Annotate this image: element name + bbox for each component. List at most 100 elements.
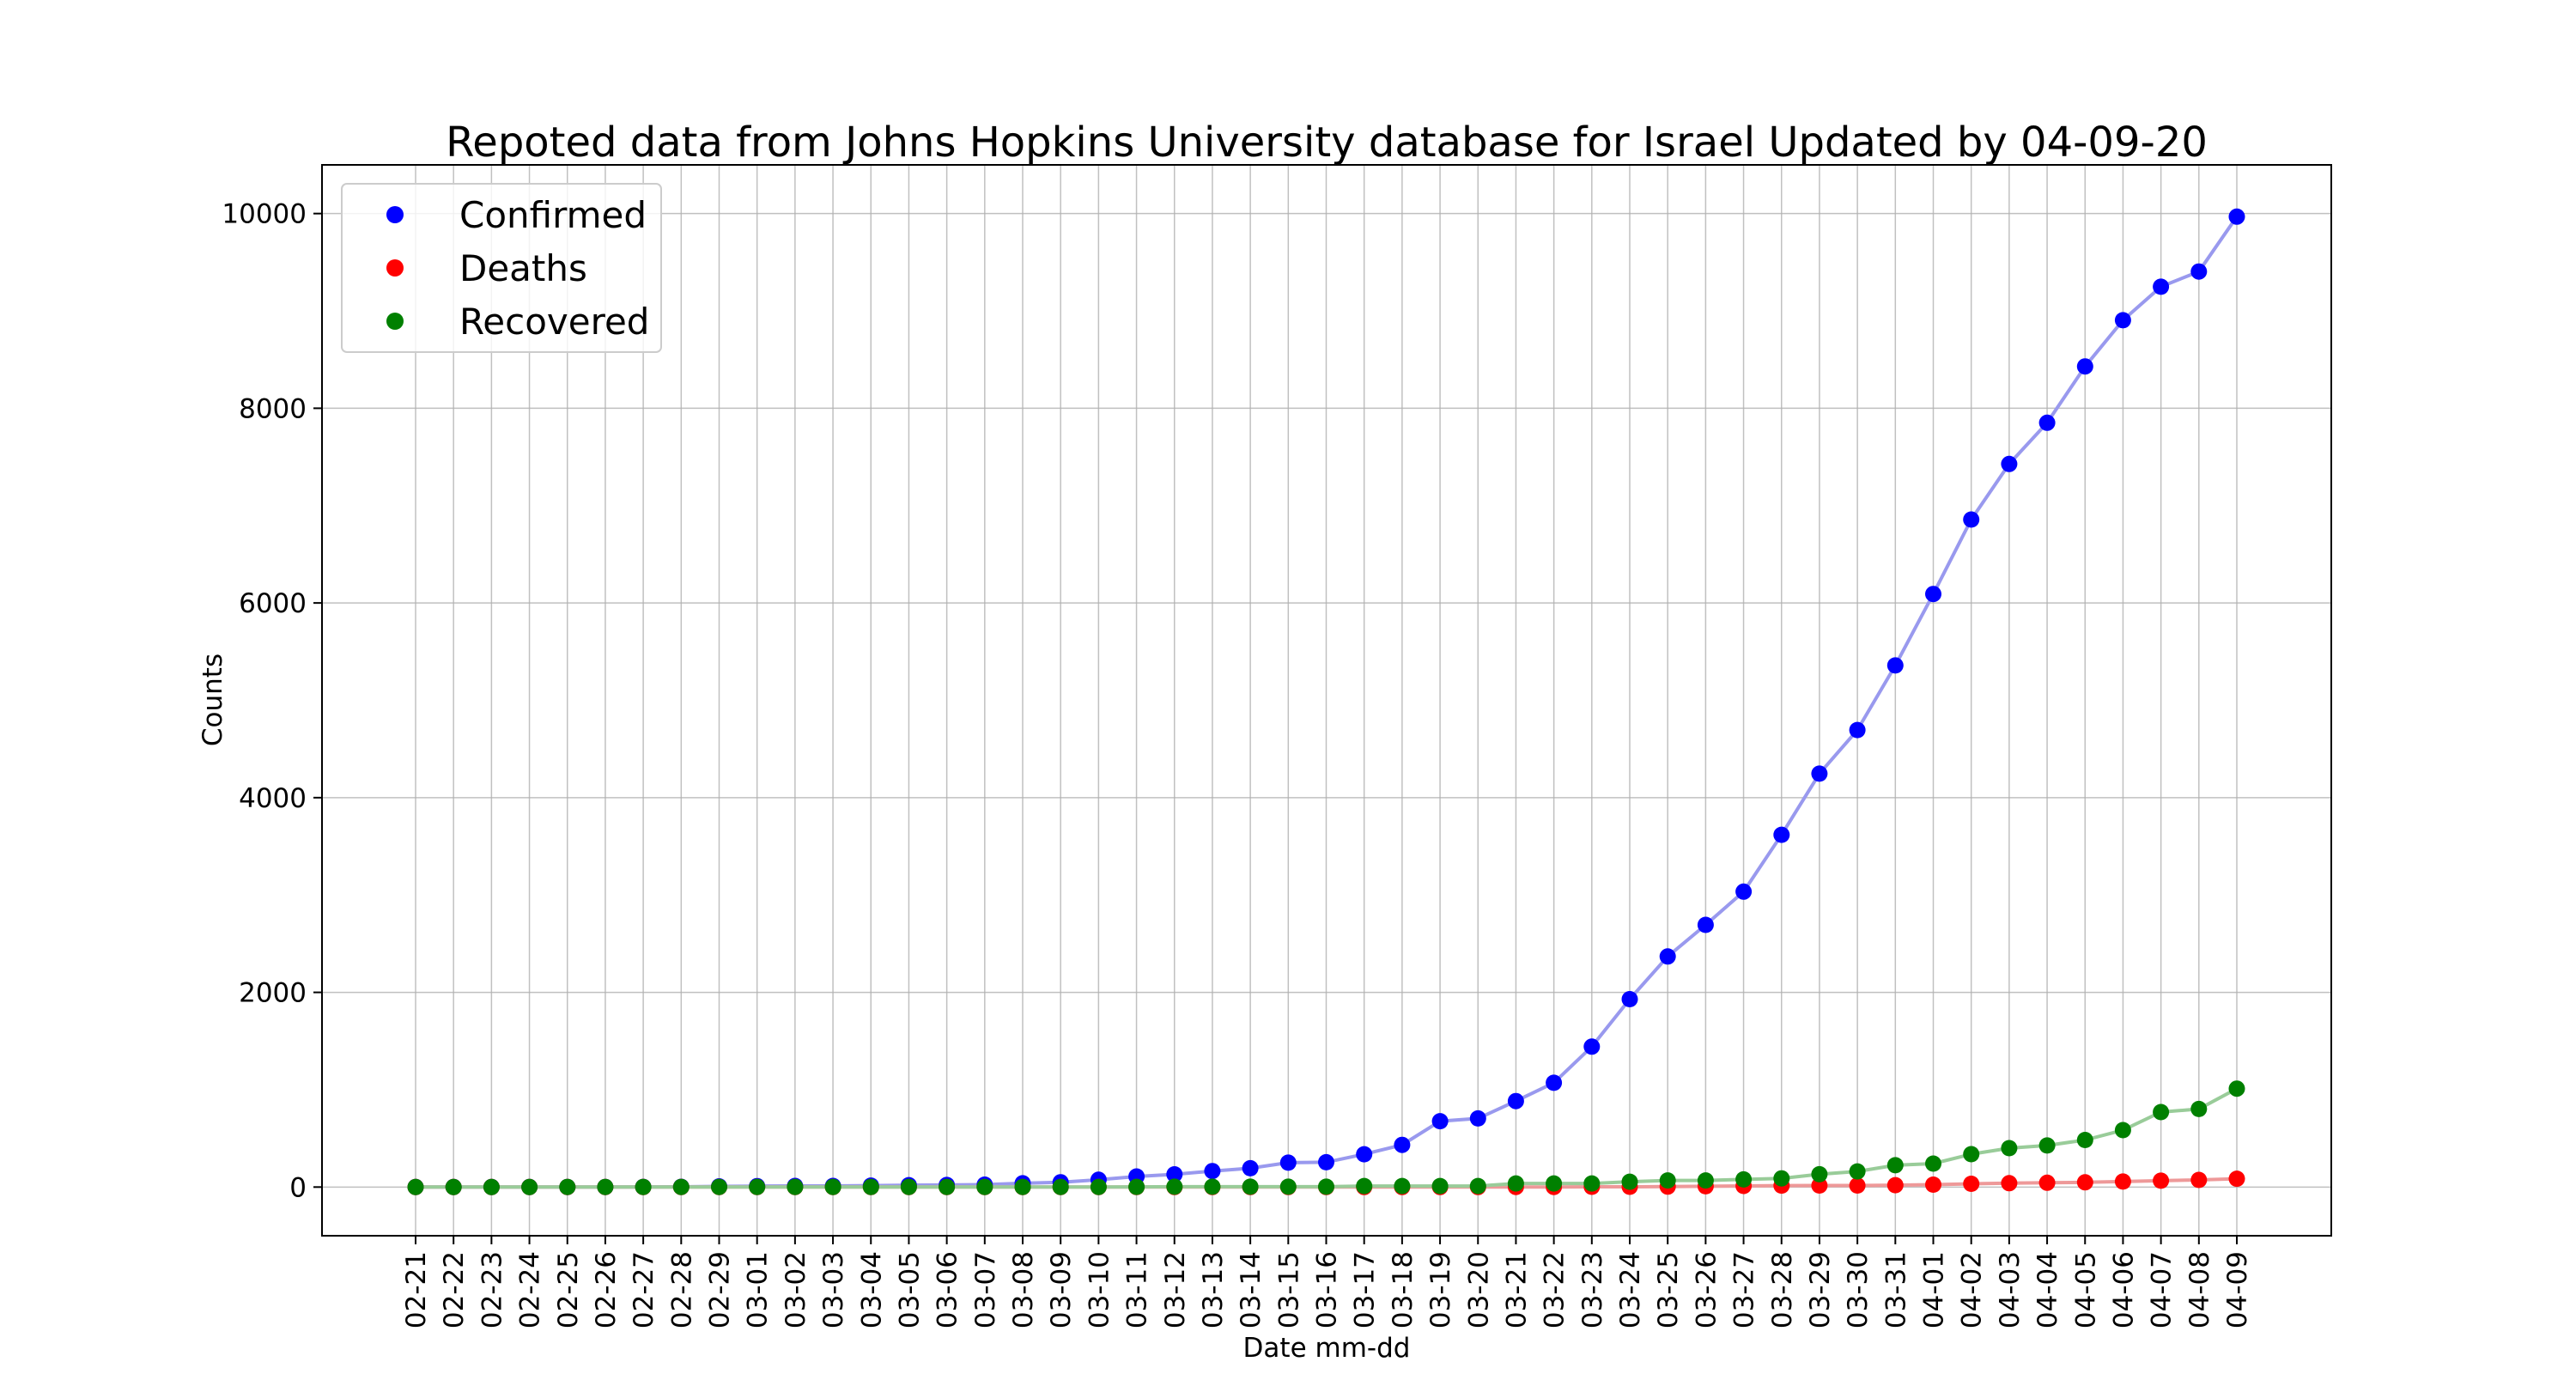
confirmed-point (1166, 1166, 1183, 1182)
confirmed-point (1849, 721, 1866, 739)
recovered-point (635, 1178, 652, 1195)
x-tick-label: 03-12 (1160, 1251, 1191, 1328)
confirmed-point (2153, 278, 2170, 295)
x-tick-label: 03-13 (1198, 1251, 1229, 1328)
x-tick-label: 03-04 (856, 1251, 887, 1328)
confirmed-point (1773, 826, 1790, 843)
recovered-point (1279, 1178, 1297, 1195)
confirmed-point (1204, 1163, 1221, 1180)
recovered-point (1811, 1165, 1828, 1182)
confirmed-point (1356, 1146, 1373, 1163)
recovered-point (1697, 1172, 1714, 1189)
x-tick-label: 03-15 (1273, 1251, 1304, 1328)
recovered-point (445, 1178, 462, 1195)
y-axis: 0 2000 4000 6000 8000 10000 (222, 199, 322, 1203)
deaths-point (2153, 1172, 2170, 1189)
y-tick-label: 8000 (239, 393, 307, 424)
recovered-point (2001, 1140, 2018, 1157)
x-tick-label: 02-21 (401, 1251, 432, 1328)
x-tick-label: 04-09 (2222, 1251, 2253, 1328)
recovered-point (1469, 1177, 1486, 1195)
x-tick-label: 04-08 (2184, 1251, 2215, 1328)
x-tick-label: 04-05 (2070, 1251, 2101, 1328)
x-tick-label: 02-29 (705, 1251, 736, 1328)
x-tick-label: 04-01 (1919, 1251, 1950, 1328)
recovered-point (1886, 1157, 1904, 1174)
deaths-point (2038, 1174, 2056, 1191)
y-tick-label: 2000 (239, 978, 307, 1009)
x-tick-label: 03-20 (1463, 1251, 1494, 1328)
recovered-point (1052, 1178, 1069, 1195)
x-tick-label: 03-22 (1540, 1251, 1571, 1328)
x-tick-label: 03-31 (1880, 1251, 1911, 1328)
x-tick-label: 03-28 (1767, 1251, 1798, 1328)
recovered-point (597, 1178, 614, 1195)
confirmed-point (1318, 1153, 1334, 1170)
recovered-point (1128, 1178, 1145, 1195)
confirmed-point (1925, 586, 1941, 603)
confirmed-point (1546, 1074, 1563, 1091)
x-axis-label: Date mm-dd (1243, 1333, 1411, 1364)
x-tick-label: 02-26 (591, 1251, 622, 1328)
recovered-point (521, 1178, 538, 1195)
x-tick-label: 03-26 (1691, 1251, 1722, 1328)
recovered-point (1963, 1146, 1980, 1163)
confirmed-point (1811, 765, 1828, 782)
x-tick-label: 03-16 (1312, 1251, 1343, 1328)
series-layer (407, 208, 2245, 1195)
recovered-point (2076, 1132, 2093, 1148)
x-tick-label: 03-24 (1615, 1251, 1646, 1328)
y-tick-label: 10000 (222, 199, 307, 230)
confirmed-point (1469, 1110, 1486, 1127)
x-tick-label: 03-25 (1653, 1251, 1684, 1328)
recovered-point (1925, 1155, 1941, 1172)
legend: Confirmed Deaths Recovered (341, 183, 662, 353)
confirmed-point (1963, 511, 1980, 528)
recovered-point (1014, 1178, 1031, 1195)
recovered-point (1849, 1163, 1866, 1180)
recovered-point (407, 1178, 424, 1195)
x-tick-label: 03-21 (1501, 1251, 1532, 1328)
x-tick-label: 03-29 (1805, 1251, 1836, 1328)
recovered-point (1166, 1178, 1183, 1195)
confirmed-point (1659, 948, 1676, 965)
recovered-point (1583, 1175, 1601, 1192)
deaths-point (1886, 1176, 1904, 1194)
confirmed-point (2038, 414, 2056, 431)
legend-label-recovered: Recovered (459, 301, 649, 343)
recovered-point (1356, 1177, 1373, 1195)
deaths-point (1963, 1176, 1980, 1192)
recovered-point (824, 1178, 841, 1195)
legend-box (341, 183, 662, 353)
deaths-point (2076, 1174, 2093, 1191)
recovered-point (2153, 1103, 2170, 1121)
recovered-point (1394, 1177, 1411, 1195)
deaths-point (1925, 1176, 1941, 1193)
x-tick-label: 03-19 (1425, 1251, 1456, 1328)
legend-marker-confirmed (386, 206, 404, 223)
confirmed-point (1886, 657, 1904, 674)
deaths-point (2001, 1175, 2018, 1192)
x-tick-label: 03-08 (1008, 1251, 1039, 1328)
x-tick-label: 02-22 (439, 1251, 470, 1328)
deaths-point (1811, 1177, 1828, 1194)
x-axis: 02-21 02-22 02-23 02-24 02-25 02-26 02-27 02-28… (401, 1236, 2253, 1328)
recovered-point (900, 1178, 917, 1195)
recovered-point (1507, 1175, 1524, 1192)
x-tick-label: 02-24 (515, 1251, 546, 1328)
legend-marker-deaths (386, 259, 404, 277)
x-tick-label: 03-14 (1236, 1251, 1267, 1328)
x-tick-label: 03-10 (1084, 1251, 1115, 1328)
x-tick-label: 03-02 (781, 1251, 811, 1328)
x-tick-label: 04-02 (1957, 1251, 1988, 1328)
recovered-point (2114, 1122, 2131, 1139)
x-tick-label: 03-23 (1577, 1251, 1608, 1328)
x-tick-label: 04-06 (2108, 1251, 2139, 1328)
recovered-point (787, 1178, 804, 1195)
confirmed-point (1583, 1038, 1601, 1055)
confirmed-point (2114, 312, 2131, 329)
recovered-point (1318, 1178, 1334, 1195)
x-tick-label: 04-03 (1995, 1251, 2026, 1328)
recovered-point (1659, 1172, 1676, 1189)
x-tick-label: 03-18 (1388, 1251, 1419, 1328)
